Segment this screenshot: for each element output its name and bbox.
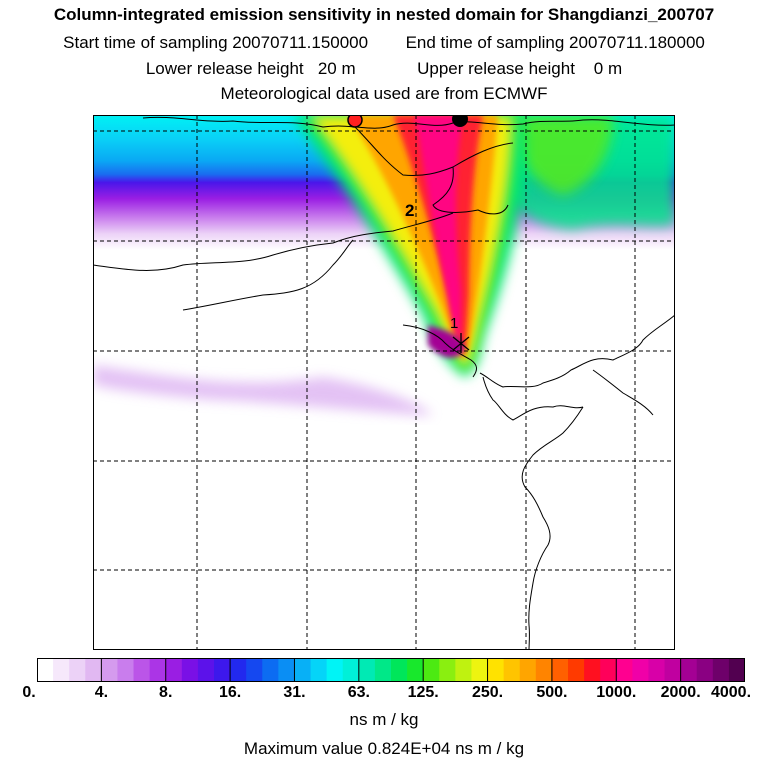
met-data-label: Meteorological data used are from ECMWF [220,84,548,103]
receptor-marker [452,333,470,353]
colorbar-cell [310,658,328,682]
colorbar-cell [181,658,199,682]
lower-release-label: Lower release height 20 m [145,59,356,78]
boundary-lines [93,116,675,650]
colorbar-cell [568,658,585,682]
colorbar-cell [342,658,360,682]
red-dot-marker [347,115,363,128]
colorbar-unit: ns m / kg [349,710,419,729]
trajectory-label-1: 1 [450,315,458,332]
sensitivity-map: 2 1 [93,115,675,650]
colorbar-cell [551,658,569,682]
map-frame [93,115,675,650]
colorbar-tick-label: 8. [159,684,173,701]
release-height-line: Lower release height 20 m Upper release … [0,59,768,79]
colorbar [37,658,745,682]
colorbar-cell [664,658,682,682]
colorbar-cell [519,658,537,682]
colorbar-cell [294,658,312,682]
graticule [93,115,675,650]
colorbar-cell [37,658,54,682]
colorbar-tick-label: 4000. [710,684,752,701]
colorbar-cell [391,658,408,682]
colorbar-cell [696,658,714,682]
colorbar-cell [133,658,151,682]
colorbar-cell [680,658,698,682]
colorbar-cell [712,658,730,682]
colorbar-cell [358,658,376,682]
colorbar-cell [246,658,263,682]
colorbar-cell [278,658,296,682]
colorbar-tick-label: 2000. [660,684,701,701]
colorbar-cell [584,658,601,682]
colorbar-cell [69,658,86,682]
colorbar-cell [616,658,633,682]
colorbar-cell [407,658,424,682]
colorbar-cell [85,658,102,682]
colorbar-cell [197,658,215,682]
colorbar-cell [326,658,344,682]
colorbar-tick-label: 125. [407,684,439,701]
colorbar-tick-label: 0. [22,684,36,701]
colorbar-cell [471,658,489,682]
colorbar-cell [374,658,392,682]
colorbar-cell [214,658,231,682]
colorbar-cell [117,658,135,682]
max-value-label: Maximum value 0.824E+04 ns m / kg [243,739,525,758]
colorbar-cell [439,658,456,682]
black-dot-marker [452,115,468,127]
colorbar-tick-label: 31. [283,684,306,701]
colorbar-cell [455,658,473,682]
colorbar-tick-label: 63. [347,684,370,701]
trajectory-label-2: 2 [405,201,414,220]
colorbar-tick-label: 4. [94,684,109,701]
colorbar-cell [487,658,505,682]
colorbar-cell [728,658,745,682]
colorbar-cell [535,658,553,682]
colorbar-cell [53,658,70,682]
upper-release-label: Upper release height 0 m [417,59,623,78]
colorbar-cell [230,658,247,682]
colorbar-cell [262,658,279,682]
colorbar-cell [149,658,167,682]
colorbar-tick-label: 16. [218,684,242,701]
colorbar-tick-label: 500. [536,684,568,701]
colorbar-tick-label: 1000. [596,684,637,701]
colorbar-cell [600,658,617,682]
colorbar-cell [503,658,521,682]
colorbar-cell [632,658,650,682]
colorbar-cell [165,658,183,682]
colorbar-cell [423,658,440,682]
colorbar-tick-label: 250. [471,684,504,701]
colorbar-cell [101,658,119,682]
sampling-time-line: Start time of sampling 20070711.150000 E… [0,33,768,53]
map-title: Column-integrated emission sensitivity i… [53,5,715,24]
start-time-label: Start time of sampling 20070711.150000 [63,33,369,52]
colorbar-cell [648,658,666,682]
end-time-label: End time of sampling 20070711.180000 [405,33,705,52]
